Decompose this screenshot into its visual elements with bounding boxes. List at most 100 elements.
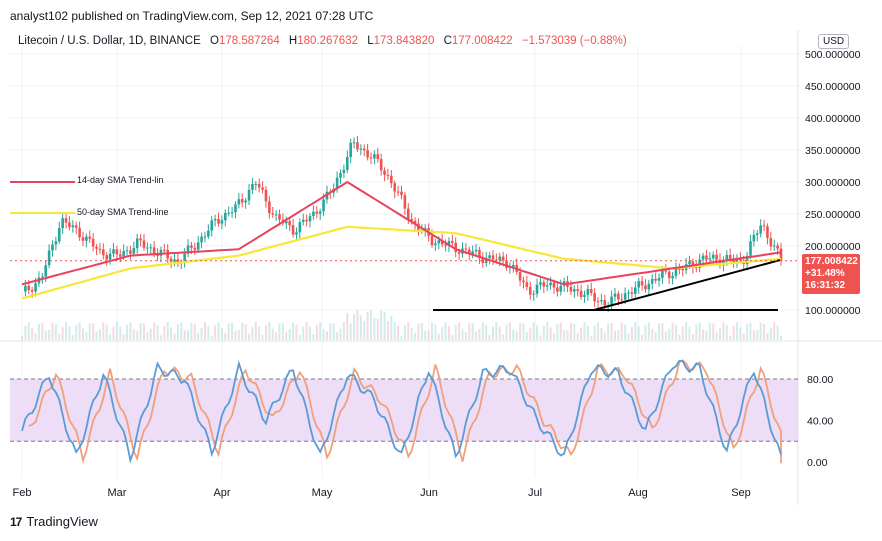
volume-bar <box>75 325 78 340</box>
volume-bar <box>68 326 71 340</box>
volume-bar <box>739 327 742 340</box>
candle-body <box>586 288 590 295</box>
candle-body <box>535 284 539 294</box>
volume-bar <box>488 334 491 340</box>
volume-bar <box>390 315 393 340</box>
sma14-label: 14-day SMA Trend-lin <box>77 175 164 185</box>
volume-bar <box>512 329 515 340</box>
footer-brand[interactable]: TradingView <box>26 514 98 529</box>
candle-body <box>122 250 125 257</box>
volume-bar <box>173 333 176 340</box>
volume-bar <box>363 321 366 340</box>
candle-body <box>349 142 352 158</box>
candle-body <box>64 218 68 223</box>
volume-bar <box>332 323 335 340</box>
volume-bar <box>763 323 766 340</box>
candle-body <box>691 261 695 268</box>
volume-bar <box>542 325 545 340</box>
volume-bar <box>478 329 481 340</box>
volume-bar <box>65 322 68 340</box>
candle-body <box>278 214 281 220</box>
candle-body <box>627 292 630 294</box>
volume-bar <box>119 326 122 340</box>
x-axis-tick: May <box>312 487 333 499</box>
volume-bar <box>312 334 315 340</box>
candle-body <box>481 257 485 263</box>
volume-bar <box>407 322 410 340</box>
volume-bar <box>248 333 251 340</box>
volume-bar <box>698 322 701 340</box>
tradingview-logo-icon[interactable]: 17 <box>10 514 22 529</box>
stoch-axis-tick: 80.00 <box>807 374 833 386</box>
volume-bar <box>302 326 305 340</box>
volume-bar <box>34 332 37 340</box>
candle-body <box>708 258 712 260</box>
candle-body <box>650 278 654 284</box>
volume-bar <box>569 322 572 340</box>
candle-body <box>701 255 705 260</box>
volume-bar <box>254 322 257 340</box>
candle-body <box>373 154 376 159</box>
volume-bar <box>109 334 112 340</box>
sma50-line <box>21 225 782 300</box>
candle-body <box>322 199 325 212</box>
candle-body <box>163 249 166 251</box>
price-axis-tick: 100.000000 <box>805 305 861 317</box>
candle-body <box>549 282 552 286</box>
candle-body <box>556 287 559 292</box>
high-label: H <box>288 35 298 47</box>
volume-bar <box>427 329 430 340</box>
candle-body <box>755 233 759 235</box>
candle-body <box>674 268 678 276</box>
candle-body <box>152 247 156 254</box>
candle-body <box>589 288 593 293</box>
volume-bar <box>725 325 728 340</box>
price-axis-tick: 200.000000 <box>805 241 861 253</box>
open-value: 178.587264 <box>218 35 280 47</box>
volume-bar <box>112 326 115 340</box>
volume-bar <box>475 331 478 340</box>
candle-body <box>54 241 58 245</box>
candle-body <box>51 244 54 251</box>
candle-body <box>711 254 715 259</box>
volume-bar <box>329 323 332 340</box>
candle-body <box>552 282 556 288</box>
volume-bar <box>522 323 525 340</box>
volume-bar <box>397 325 400 340</box>
candle-body <box>30 289 34 292</box>
volume-bar <box>549 327 552 340</box>
candle-body <box>102 249 105 256</box>
volume-bar <box>281 323 284 340</box>
volume-bar <box>349 323 352 340</box>
badge-change: +31.48% <box>805 268 845 279</box>
candle-body <box>403 195 407 209</box>
volume-bar <box>539 335 542 340</box>
volume-bar <box>464 331 467 340</box>
volume-bar <box>190 322 193 340</box>
volume-bar <box>664 331 667 340</box>
volume-bar <box>586 325 589 340</box>
volume-bar <box>752 330 755 340</box>
candle-body <box>139 238 142 241</box>
candle-body <box>440 240 444 245</box>
candle-body <box>71 225 75 228</box>
volume-bar <box>366 312 369 340</box>
currency-button[interactable]: USD <box>818 34 850 49</box>
candle-body <box>495 259 498 261</box>
volume-bar <box>685 322 688 340</box>
badge-price: 177.008422 <box>805 256 858 267</box>
support-trendline <box>593 259 781 311</box>
volume-bar <box>641 334 644 340</box>
volume-bar <box>715 332 718 340</box>
volume-bar <box>414 332 417 340</box>
volume-bar <box>231 322 234 340</box>
volume-bar <box>424 330 427 340</box>
candle-body <box>200 236 203 243</box>
volume-bar <box>630 327 633 340</box>
candle-body <box>718 259 722 266</box>
volume-bar <box>227 323 230 340</box>
candle-body <box>471 251 474 254</box>
volume-bar <box>447 326 450 340</box>
volume-bar <box>51 322 54 340</box>
